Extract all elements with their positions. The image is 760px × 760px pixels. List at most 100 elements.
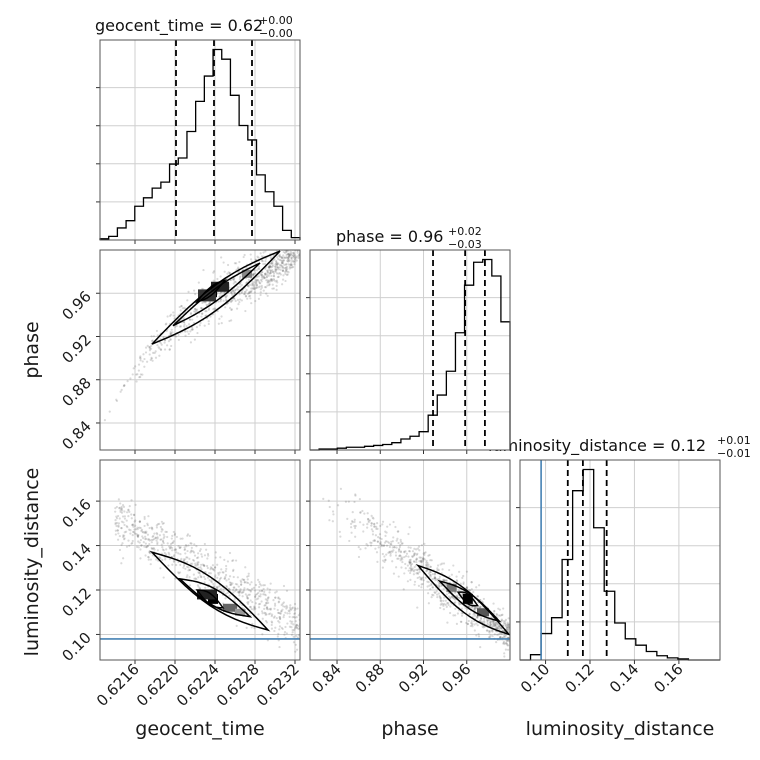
sample-point	[170, 332, 173, 335]
sample-point	[374, 534, 378, 537]
sample-point	[255, 284, 258, 287]
sample-point	[249, 258, 253, 261]
sample-point	[260, 600, 263, 603]
sample-point	[247, 600, 250, 604]
sample-point	[435, 590, 438, 593]
sample-point	[135, 545, 139, 548]
sample-point	[429, 565, 432, 568]
sample-point	[390, 540, 393, 543]
sample-point	[270, 262, 273, 265]
sample-point	[139, 375, 142, 379]
sample-point	[232, 588, 235, 592]
sample-point	[131, 539, 134, 543]
sample-point	[268, 279, 271, 282]
sample-point	[193, 577, 196, 580]
sample-point	[371, 533, 375, 536]
sample-point	[285, 273, 288, 276]
sample-point	[409, 558, 412, 561]
sample-point	[150, 547, 154, 551]
sample-point	[288, 255, 291, 258]
sample-point	[288, 267, 291, 270]
sample-point	[286, 612, 289, 615]
sample-point	[186, 299, 189, 302]
sample-point	[264, 273, 267, 277]
sample-point	[302, 230, 304, 232]
sample-point	[498, 624, 501, 628]
sample-point	[443, 596, 446, 599]
sample-point	[274, 268, 277, 271]
sample-point	[265, 606, 269, 609]
sample-point	[142, 531, 145, 534]
sample-point	[507, 627, 510, 630]
sample-point	[375, 525, 378, 528]
histogram-phase	[310, 258, 511, 451]
sample-point	[413, 552, 417, 555]
sample-point	[506, 639, 509, 643]
sample-point	[194, 307, 197, 311]
sample-point	[454, 614, 457, 617]
sample-point	[377, 536, 380, 539]
sample-point	[295, 256, 298, 259]
sample-point	[263, 272, 267, 276]
sample-point	[279, 617, 282, 620]
sample-point	[294, 620, 297, 623]
sample-point	[291, 616, 294, 619]
sample-point	[449, 605, 452, 608]
sample-point	[405, 552, 409, 555]
sample-point	[458, 602, 461, 605]
sample-point	[197, 585, 200, 588]
sample-point	[120, 526, 123, 530]
density-block	[476, 608, 489, 617]
sample-point	[233, 597, 237, 600]
sample-point	[396, 557, 399, 560]
sample-point	[215, 585, 219, 588]
sample-point	[493, 624, 496, 627]
sample-point	[393, 545, 396, 549]
sample-point	[470, 581, 473, 584]
sample-point	[145, 530, 148, 533]
sample-point	[196, 584, 199, 587]
sample-point	[354, 524, 357, 528]
sample-point	[257, 606, 261, 609]
sample-point	[162, 541, 165, 545]
sample-point	[468, 589, 472, 592]
sample-point	[367, 518, 370, 521]
panel-background	[310, 250, 510, 450]
sample-point	[149, 558, 153, 561]
sample-point	[160, 343, 163, 346]
sample-point	[142, 537, 145, 540]
sample-point	[198, 571, 201, 574]
sample-point	[500, 613, 503, 617]
sample-point	[413, 560, 416, 563]
sample-point	[225, 579, 228, 582]
sample-point	[214, 551, 217, 554]
sample-point	[117, 498, 120, 501]
sample-point	[217, 585, 220, 588]
sample-point	[448, 568, 451, 572]
sample-point	[408, 561, 412, 564]
sample-point	[123, 523, 126, 527]
sample-point	[454, 598, 457, 601]
sample-point	[476, 616, 479, 619]
sample-point	[138, 356, 142, 359]
sample-point	[140, 544, 143, 547]
sample-point	[445, 593, 448, 596]
sample-point	[281, 269, 284, 272]
sample-point	[123, 534, 126, 537]
sample-point	[496, 633, 499, 636]
sample-point	[292, 259, 295, 263]
sample-point	[277, 611, 280, 614]
sample-point	[483, 621, 486, 624]
sample-point	[288, 246, 290, 248]
sample-point	[467, 605, 471, 608]
sample-point	[425, 569, 428, 572]
sample-point	[265, 269, 269, 272]
sample-point	[187, 332, 190, 335]
sample-point	[485, 629, 489, 632]
sample-point	[282, 267, 285, 270]
sample-point	[211, 564, 215, 567]
sample-point	[271, 270, 275, 274]
sample-point	[280, 603, 283, 607]
sample-point	[131, 524, 134, 527]
sample-point	[430, 582, 433, 585]
